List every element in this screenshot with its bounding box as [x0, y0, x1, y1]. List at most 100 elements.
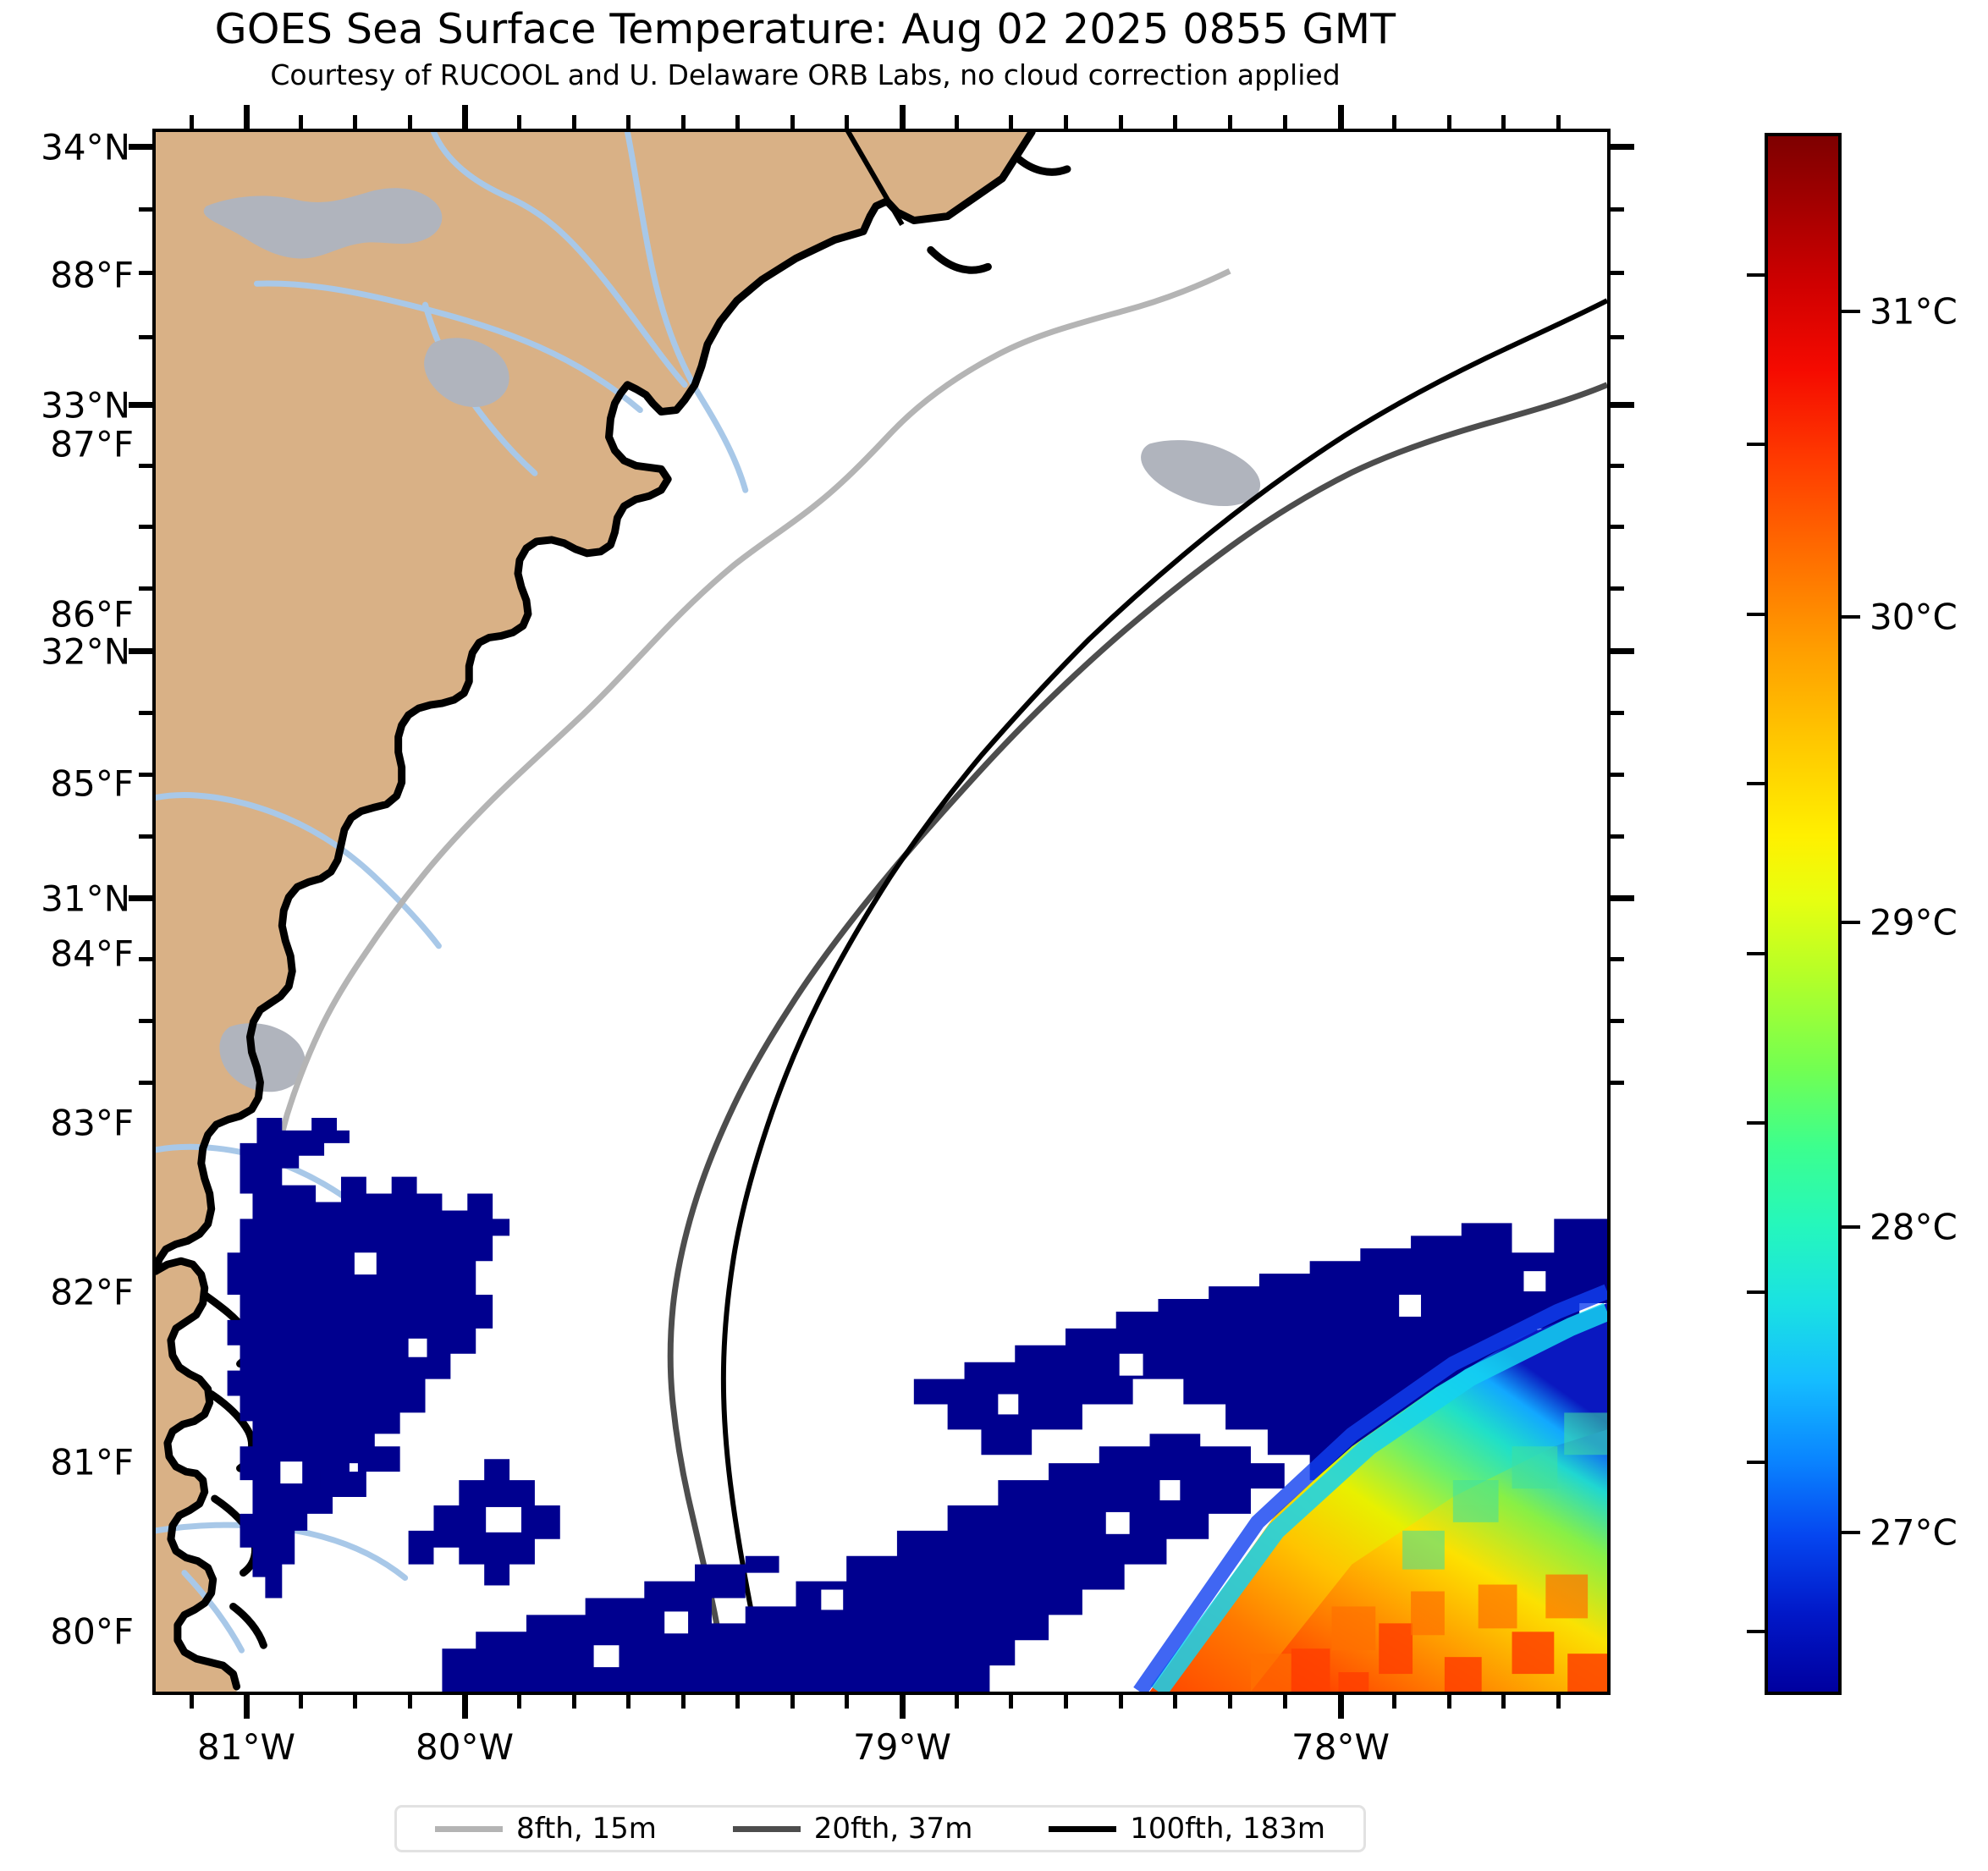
sst-cold-patch-georgia [227, 1117, 510, 1599]
x-tick-minor [790, 1695, 795, 1709]
colorbar-label-f: 83°F [50, 1102, 134, 1144]
colorbar-label-f: 86°F [50, 593, 134, 636]
x-tick-minor-top [1009, 115, 1013, 129]
legend-line-20fth-icon [732, 1825, 801, 1832]
y-tick-right-minor [1611, 957, 1624, 961]
front-ribbon-blue [1133, 1284, 1607, 1692]
x-tick-major-top [1338, 105, 1344, 129]
y-tick-right-minor [1611, 207, 1624, 212]
x-tick-minor-top [1119, 115, 1123, 129]
river-line [181, 1570, 245, 1654]
y-tick-minor [139, 525, 152, 529]
x-tick-minor-top [1501, 115, 1506, 129]
x-tick-minor-top [1173, 115, 1177, 129]
y-tick-major [129, 144, 152, 150]
x-tick-minor [1173, 1695, 1177, 1709]
x-tick-minor-top [1228, 115, 1232, 129]
x-tick-minor-top [190, 115, 194, 129]
x-tick-minor [517, 1695, 521, 1709]
colorbar-tick-f [1747, 1461, 1765, 1464]
coastline-cape [927, 245, 992, 274]
colorbar-label-f: 84°F [50, 933, 134, 975]
legend-label: 8fth, 15m [515, 1812, 657, 1846]
river-line [430, 132, 688, 388]
river-line [624, 132, 749, 493]
y-tick-minor [139, 1081, 152, 1085]
x-tick-minor [1064, 1695, 1068, 1709]
colorbar-label-f: 80°F [50, 1610, 134, 1653]
x-tick-minor-top [1064, 115, 1068, 129]
x-tick-minor [955, 1695, 959, 1709]
x-tick-minor-top [790, 115, 795, 129]
y-tick-minor [139, 834, 152, 839]
y-tick-right-minor [1611, 834, 1624, 839]
colorbar-gradient [1765, 133, 1842, 1695]
colorbar-label-f: 85°F [50, 762, 134, 805]
x-tick-minor [1009, 1695, 1013, 1709]
y-tick-right [1611, 144, 1634, 150]
colorbar[interactable] [1765, 133, 1842, 1695]
y-tick-right-minor [1611, 464, 1624, 468]
colorbar-label-c: 28°C [1870, 1206, 1958, 1248]
legend-label: 20fth, 37m [813, 1812, 973, 1846]
x-tick-minor [626, 1695, 631, 1709]
x-tick-major [900, 1695, 906, 1719]
legend-item-100fth[interactable]: 100fth, 183m [1049, 1812, 1325, 1846]
river-line [156, 792, 442, 949]
lake-polygon [1141, 440, 1261, 507]
y-tick-minor [139, 207, 152, 212]
x-tick-minor [572, 1695, 576, 1709]
x-tick-minor [299, 1695, 303, 1709]
gulf-stream-warm-blotches [1250, 1574, 1589, 1692]
x-tick-major [462, 1695, 468, 1719]
colorbar-label-c: 27°C [1870, 1511, 1958, 1554]
x-tick-minor-top [1556, 115, 1561, 129]
colorbar-tick-f [1747, 952, 1765, 955]
legend-line-100fth-icon [1049, 1825, 1117, 1832]
y-tick-right-minor [1611, 773, 1624, 777]
colorbar-label-c: 31°C [1870, 290, 1958, 333]
coastline-cape [1012, 153, 1071, 176]
x-tick-major [1338, 1695, 1344, 1719]
bathymetry-contour-20fth [667, 382, 1607, 1692]
x-tick-minor-top [626, 115, 631, 129]
lake-polygon [203, 188, 443, 259]
y-tick-label: 34°N [41, 126, 130, 168]
legend-item-20fth[interactable]: 20fth, 37m [732, 1812, 973, 1846]
x-tick-minor [1501, 1695, 1506, 1709]
colorbar-tick-c [1842, 310, 1860, 313]
y-tick-right-minor [1611, 1019, 1624, 1023]
title-block: GOES Sea Surface Temperature: Aug 02 202… [0, 5, 1611, 91]
y-tick-right-minor [1611, 271, 1624, 275]
page-title: GOES Sea Surface Temperature: Aug 02 202… [214, 5, 1396, 53]
coastline-path [156, 1257, 241, 1691]
front-transition-blotches [1402, 1412, 1607, 1570]
x-tick-minor-top [517, 115, 521, 129]
x-tick-label: 80°W [416, 1726, 514, 1768]
y-tick-right-minor [1611, 586, 1624, 591]
colorbar-label-f: 81°F [50, 1441, 134, 1483]
colorbar-tick-f [1747, 1290, 1765, 1294]
y-tick-major [129, 402, 152, 408]
y-tick-minor [139, 335, 152, 339]
sst-cold-band-northeast [913, 1219, 1607, 1481]
x-tick-minor [353, 1695, 357, 1709]
gulf-stream-core-blotches [1291, 1623, 1607, 1692]
colorbar-tick-f [1747, 443, 1765, 446]
x-tick-major-top [900, 105, 906, 129]
y-tick-right [1611, 402, 1634, 408]
sst-cold-mass-offshore [442, 1434, 1285, 1692]
y-tick-minor [139, 711, 152, 715]
legend-item-8fth[interactable]: 8fth, 15m [434, 1812, 657, 1846]
x-tick-minor [1447, 1695, 1451, 1709]
x-tick-minor-top [955, 115, 959, 129]
map-plot-area[interactable] [152, 129, 1611, 1695]
y-tick-right-minor [1611, 711, 1624, 715]
colorbar-label-c: 30°C [1870, 596, 1958, 638]
colorbar-label-f: 87°F [50, 423, 134, 465]
state-boundary-line [845, 132, 905, 227]
coastline-inlet [229, 1602, 267, 1649]
y-tick-label: 33°N [41, 384, 130, 426]
x-tick-major-top [244, 105, 250, 129]
x-tick-minor [1283, 1695, 1287, 1709]
